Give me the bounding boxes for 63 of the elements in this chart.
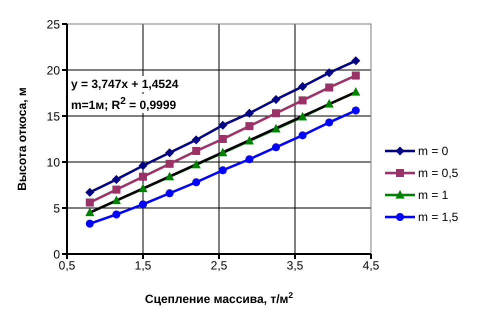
point <box>166 189 174 198</box>
point <box>272 124 280 132</box>
point <box>352 72 360 80</box>
point <box>112 186 120 194</box>
point <box>139 200 147 208</box>
point <box>166 160 174 168</box>
y-tick-label: 15 <box>46 109 60 124</box>
point <box>138 184 148 192</box>
point <box>192 135 201 144</box>
point <box>86 220 94 228</box>
point <box>325 118 334 126</box>
legend-label: m = 0,5 <box>418 166 458 180</box>
point <box>218 120 228 130</box>
point <box>245 122 254 130</box>
point <box>298 131 307 140</box>
point <box>192 160 201 168</box>
point <box>192 178 200 186</box>
legend-label: m = 0 <box>418 144 448 158</box>
point <box>218 166 227 174</box>
point <box>298 96 307 104</box>
point <box>218 148 228 156</box>
point <box>218 135 227 143</box>
annotation: m=1м; R$^{2}$ = 0,9999 <box>71 94 176 113</box>
x-tick-label: 4,5 <box>362 258 380 273</box>
point <box>139 172 147 181</box>
x-tick-label: 0,5 <box>58 258 76 273</box>
point <box>192 146 200 155</box>
annotation: y = 3,747x + 1,4524 <box>71 76 178 92</box>
y-tick-label: 20 <box>46 63 60 78</box>
point <box>244 108 254 118</box>
legend-label: m = 1 <box>418 188 448 202</box>
point <box>298 82 308 92</box>
point <box>272 94 280 104</box>
point <box>112 196 121 204</box>
point <box>352 106 360 114</box>
point <box>85 188 94 197</box>
point <box>324 99 334 108</box>
point <box>351 87 360 96</box>
point <box>112 174 121 184</box>
legend-label: m = 1,5 <box>418 210 458 224</box>
x-tick-label: 2,5 <box>210 258 228 273</box>
point <box>325 83 334 92</box>
y-tick-label: 5 <box>53 201 60 216</box>
point <box>272 143 280 152</box>
point <box>298 112 308 120</box>
point <box>86 198 94 206</box>
point <box>272 109 280 118</box>
x-tick-label: 1,5 <box>134 258 152 273</box>
point <box>112 210 120 218</box>
point <box>85 208 94 216</box>
point <box>324 68 334 78</box>
point <box>245 155 254 164</box>
y-axis-title: Высота откоса, м <box>15 87 29 191</box>
x-tick-label: 3,5 <box>286 258 304 273</box>
point <box>165 172 174 180</box>
point <box>244 136 254 144</box>
y-tick-label: 25 <box>46 17 60 32</box>
point <box>138 161 148 170</box>
point <box>351 56 360 66</box>
y-tick-label: 0 <box>53 247 60 262</box>
point <box>165 148 174 158</box>
y-tick-label: 10 <box>46 155 60 170</box>
x-axis-title: Сцепление массива, т/м$^{2}$ <box>144 290 294 306</box>
